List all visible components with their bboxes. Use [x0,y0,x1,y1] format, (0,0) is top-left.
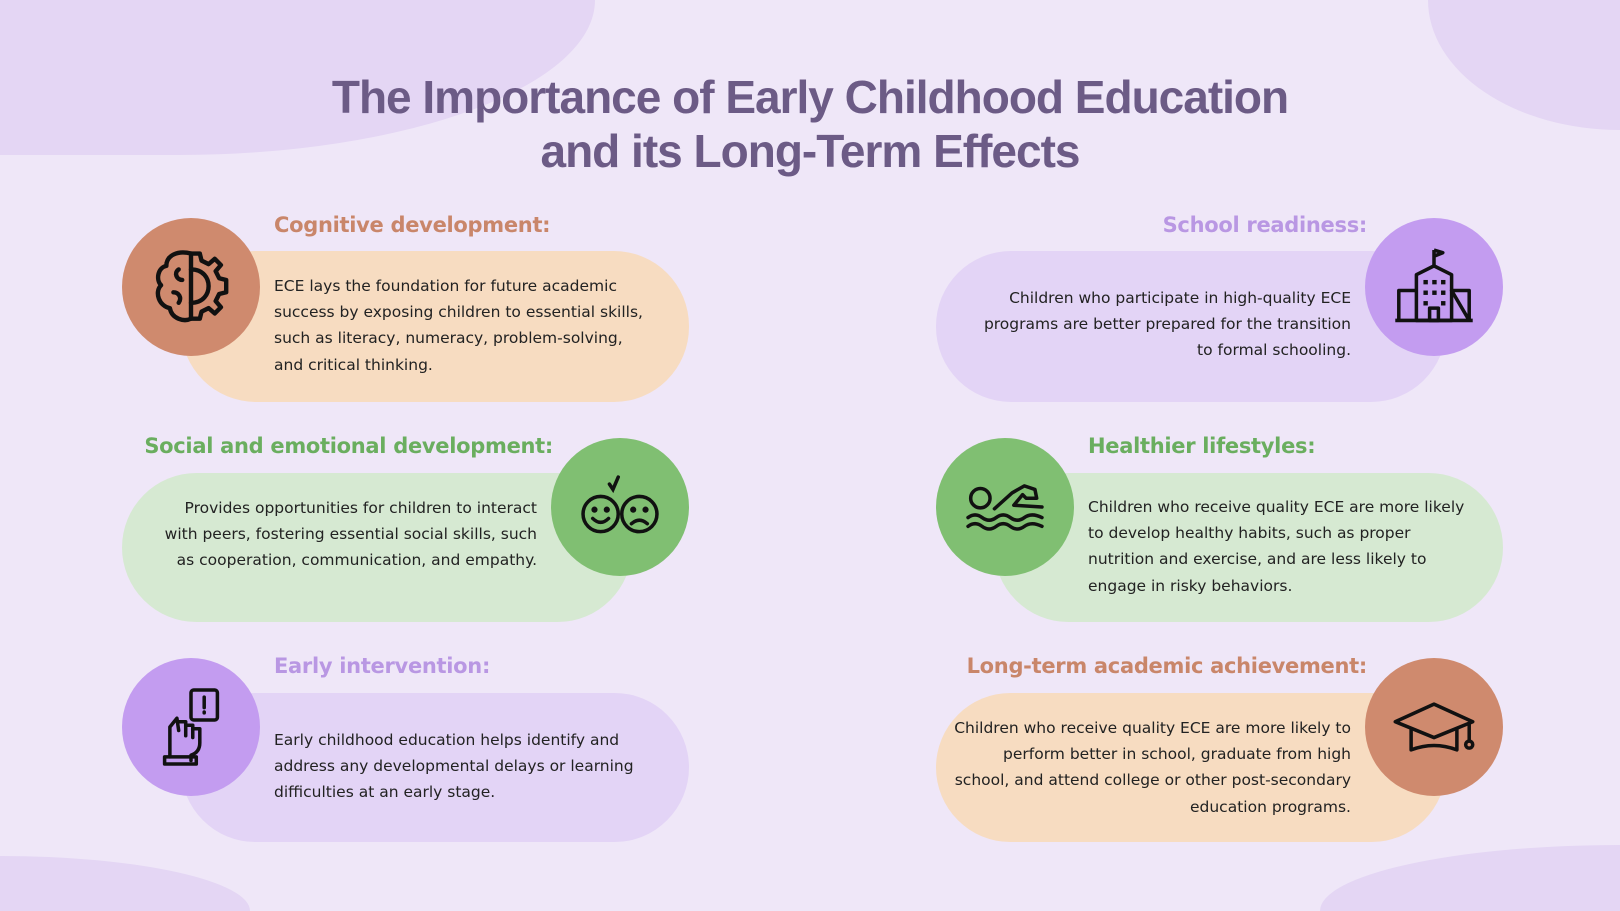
card-heading: Cognitive development: [274,213,551,237]
card-background [181,251,689,402]
card-heading: Long-term academic achievement: [966,654,1368,678]
card-heading: School readiness: [1162,213,1368,237]
graduation-cap-icon [1365,658,1503,796]
happy-sad-faces-icon [551,438,689,576]
page-title: The Importance of Early Childhood Educat… [0,70,1620,178]
decorative-blob [0,856,250,911]
card-background [181,693,689,842]
card-body: Children who receive quality ECE are mor… [1088,498,1465,595]
hand-alert-icon [122,658,260,796]
card-heading: Healthier lifestyles: [1088,434,1316,458]
card-background [936,251,1446,402]
card-body: Children who receive quality ECE are mor… [954,719,1351,816]
swimmer-icon [936,438,1074,576]
title-line-2: and its Long-Term Effects [540,125,1081,177]
card-background [936,693,1446,842]
brain-gear-icon [122,218,260,356]
card-body: Children who participate in high-quality… [983,289,1351,360]
card-background [122,473,632,622]
card-heading: Early intervention: [274,654,491,678]
card-body: ECE lays the foundation for future acade… [274,277,643,374]
card-body: Early childhood education helps identify… [274,731,634,802]
card-body: Provides opportunities for children to i… [164,499,537,570]
school-building-icon [1365,218,1503,356]
title-line-1: The Importance of Early Childhood Educat… [331,71,1289,123]
decorative-blob [1320,845,1620,911]
card-background [994,473,1503,622]
card-heading: Social and emotional development: [144,434,553,458]
